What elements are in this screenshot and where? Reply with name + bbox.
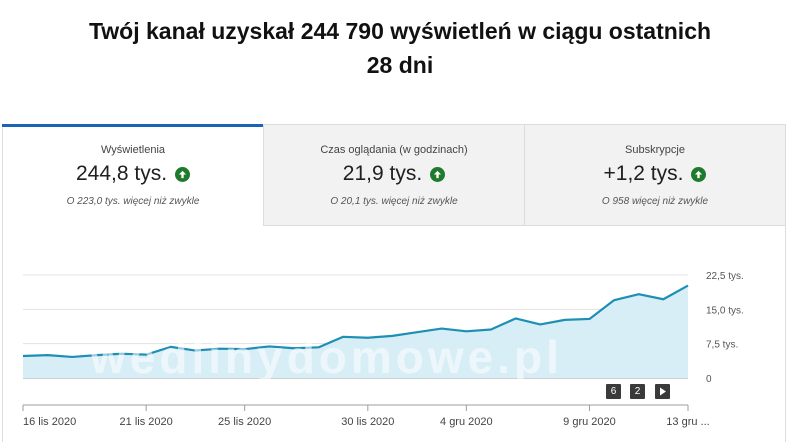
tab-watch-time-value-row: 21,9 tys.: [264, 162, 524, 186]
series-line: [22, 284, 689, 359]
tab-views-value-row: 244,8 tys.: [3, 162, 263, 186]
y-tick-label: 22,5 tys.: [706, 271, 744, 282]
x-tick-label: 16 lis 2020: [23, 416, 76, 428]
tab-views-value: 244,8 tys.: [75, 162, 168, 185]
chart-marker-button-1[interactable]: 6: [606, 384, 621, 399]
headline-line-2: 28 dni: [366, 52, 434, 78]
arrow-up-circle-icon: [430, 166, 446, 182]
x-tick-label: 13 gru ...: [666, 416, 709, 428]
x-tick-label: 21 lis 2020: [120, 416, 173, 428]
tab-views-label: Wyświetlenia: [100, 144, 166, 156]
series-area: [23, 285, 688, 378]
y-tick-label: 15,0 tys.: [706, 305, 744, 316]
chart-marker-button-2[interactable]: 2: [630, 384, 645, 399]
tab-subscriptions-label: Subskrypcje: [625, 144, 685, 156]
tab-subscriptions-value-row: +1,2 tys.: [525, 162, 785, 186]
tab-watch-time-comparison: O 20,1 tys. więcej niż zwykle: [330, 196, 458, 207]
tab-watch-time-label: Czas oglądania (w godzinach): [320, 144, 468, 156]
tab-views-comparison: O 223,0 tys. więcej niż zwykle: [66, 196, 200, 207]
play-next-icon[interactable]: [655, 384, 670, 399]
y-tick-label: 0: [706, 374, 712, 385]
page-headline: Twój kanał uzyskał 244 790 wyświetleń w …: [0, 14, 800, 82]
tab-watch-time[interactable]: Czas oglądania (w godzinach) 21,9 tys. O…: [264, 125, 525, 226]
tab-watch-time-value: 21,9 tys.: [342, 162, 423, 185]
x-tick-label: 9 gru 2020: [563, 416, 616, 428]
x-tick-label: 25 lis 2020: [218, 416, 271, 428]
metric-tabs: Wyświetlenia 244,8 tys. O 223,0 tys. wię…: [2, 124, 785, 226]
tab-subscriptions-value: +1,2 tys.: [603, 162, 684, 185]
arrow-up-circle-icon: [175, 166, 191, 182]
y-tick-label: 7,5 tys.: [706, 340, 738, 351]
tab-views[interactable]: Wyświetlenia 244,8 tys. O 223,0 tys. wię…: [2, 124, 264, 226]
headline-line-1: Twój kanał uzyskał 244 790 wyświetleń w …: [88, 18, 712, 44]
tab-subscriptions-comparison: O 958 więcej niż zwykle: [601, 196, 709, 207]
x-tick-label: 30 lis 2020: [341, 416, 394, 428]
arrow-up-circle-icon: [691, 166, 707, 182]
x-tick-label: 4 gru 2020: [440, 416, 493, 428]
tab-subscriptions[interactable]: Subskrypcje +1,2 tys. O 958 więcej niż z…: [525, 125, 785, 226]
